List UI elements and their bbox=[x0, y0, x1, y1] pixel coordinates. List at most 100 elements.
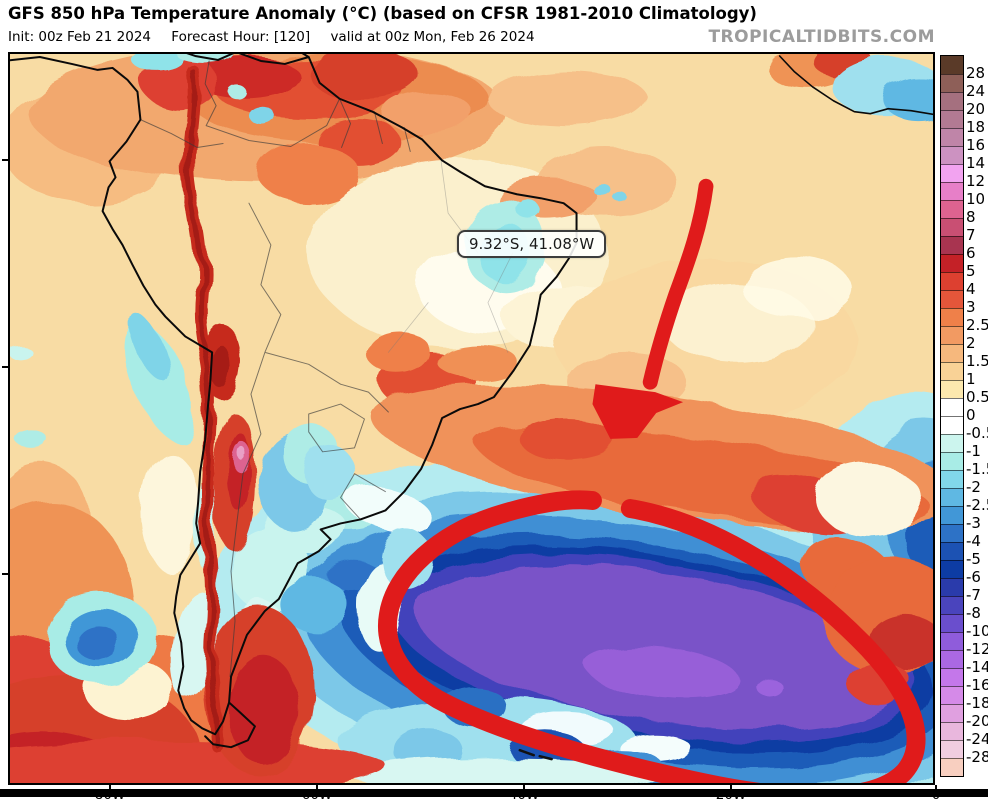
y-axis-tick bbox=[2, 159, 9, 161]
colorbar-segment bbox=[941, 308, 963, 326]
country-borders bbox=[139, 60, 411, 678]
colorbar-segment bbox=[941, 218, 963, 236]
valid-time: valid at 00z Mon, Feb 26 2024 bbox=[330, 29, 535, 45]
colorbar-segment bbox=[941, 722, 963, 740]
x-axis-tick bbox=[523, 785, 525, 790]
falkland-islands bbox=[518, 748, 553, 761]
colorbar-tick-label: 2.5 bbox=[966, 316, 988, 334]
colorbar-tick-label: 8 bbox=[966, 208, 976, 226]
colorbar-tick-label: 10 bbox=[966, 190, 986, 208]
colorbar-tick-label: 20 bbox=[966, 100, 986, 118]
colorbar-tick-label: -24 bbox=[966, 730, 988, 748]
colorbar-segment bbox=[941, 506, 963, 524]
colorbar-segment bbox=[941, 434, 963, 452]
colorbar-segment bbox=[941, 164, 963, 182]
colorbar-segment bbox=[941, 56, 963, 74]
colorbar-tick-label: -7 bbox=[966, 586, 981, 604]
colorbar-tick-label: -5 bbox=[966, 550, 981, 568]
x-axis-tick bbox=[109, 785, 111, 790]
colorbar-segment bbox=[941, 668, 963, 686]
colorbar-tick-label: -12 bbox=[966, 640, 988, 658]
colorbar-tick-label: -8 bbox=[966, 604, 981, 622]
red-ellipse-annotation bbox=[378, 490, 926, 783]
colorbar-tick-label: 12 bbox=[966, 172, 986, 190]
colorbar-segment bbox=[941, 578, 963, 596]
coordinates-tooltip: 9.32°S, 41.08°W bbox=[457, 230, 607, 258]
colorbar-tick-label: 1 bbox=[966, 370, 976, 388]
colorbar-tick-label: 18 bbox=[966, 118, 986, 136]
colorbar-tick-label: 0 bbox=[966, 406, 976, 424]
colorbar: 28242018161412108765432.521.510.50-0.5-1… bbox=[940, 55, 988, 777]
page-title: GFS 850 hPa Temperature Anomaly (°C) (ba… bbox=[8, 4, 757, 23]
colorbar-tick-label: -20 bbox=[966, 712, 988, 730]
colorbar-segment bbox=[941, 758, 963, 776]
colorbar-segment bbox=[941, 92, 963, 110]
colorbar-segment bbox=[941, 632, 963, 650]
red-arrowhead bbox=[592, 384, 684, 439]
colorbar-tick-label: -28 bbox=[966, 748, 988, 766]
africa-coastline bbox=[778, 55, 933, 116]
colorbar-segment bbox=[941, 398, 963, 416]
colorbar-tick-label: 6 bbox=[966, 244, 976, 262]
bottom-black-bar bbox=[0, 789, 988, 797]
forecast-hour: Forecast Hour: [120] bbox=[171, 29, 311, 45]
colorbar-tick-label: 24 bbox=[966, 82, 986, 100]
colorbar-tick-label: -1.5 bbox=[966, 460, 988, 478]
colorbar-tick-label: 14 bbox=[966, 154, 986, 172]
colorbar-segment bbox=[941, 272, 963, 290]
colorbar-segment bbox=[941, 254, 963, 272]
colorbar-tick-label: -0.5 bbox=[966, 424, 988, 442]
colorbar-segment bbox=[941, 110, 963, 128]
colorbar-segment bbox=[941, 380, 963, 398]
colorbar-segment bbox=[941, 290, 963, 308]
colorbar-segment bbox=[941, 542, 963, 560]
colorbar-segment bbox=[941, 146, 963, 164]
x-axis-tick bbox=[935, 785, 937, 790]
colorbar-tick-label: 16 bbox=[966, 136, 986, 154]
colorbar-tick-label: 28 bbox=[966, 64, 986, 82]
colorbar-segment bbox=[941, 704, 963, 722]
colorbar-segment bbox=[941, 488, 963, 506]
colorbar-tick-label: -16 bbox=[966, 676, 988, 694]
colorbar-tick-label: 0.5 bbox=[966, 388, 988, 406]
init-time: Init: 00z Feb 21 2024 bbox=[8, 29, 151, 45]
x-axis-tick bbox=[316, 785, 318, 790]
colorbar-segment bbox=[941, 650, 963, 668]
coastlines bbox=[10, 54, 933, 761]
colorbar-segment bbox=[941, 686, 963, 704]
colorbar-tick-label: -2.5 bbox=[966, 496, 988, 514]
colorbar-segment bbox=[941, 200, 963, 218]
colorbar-segment bbox=[941, 182, 963, 200]
colorbar-labels: 28242018161412108765432.521.510.50-0.5-1… bbox=[966, 55, 988, 775]
colorbar-tick-label: -4 bbox=[966, 532, 981, 550]
colorbar-tick-label: -18 bbox=[966, 694, 988, 712]
colorbar-tick-label: -14 bbox=[966, 658, 988, 676]
colorbar-segment bbox=[941, 560, 963, 578]
colorbar-segment bbox=[941, 416, 963, 434]
y-axis-tick bbox=[2, 573, 9, 575]
colorbar-segment bbox=[941, 596, 963, 614]
colorbar-tick-label: 4 bbox=[966, 280, 976, 298]
colorbar-segment bbox=[941, 128, 963, 146]
colorbar-segment bbox=[941, 344, 963, 362]
colorbar-tick-label: 7 bbox=[966, 226, 976, 244]
colorbar-bar bbox=[940, 55, 964, 777]
colorbar-segment bbox=[941, 524, 963, 542]
south-america-coastline bbox=[10, 54, 578, 749]
colorbar-segment bbox=[941, 362, 963, 380]
watermark: TROPICALTIDBITS.COM bbox=[708, 27, 935, 47]
colorbar-tick-label: -2 bbox=[966, 478, 981, 496]
map-frame[interactable]: 9.32°S, 41.08°W bbox=[8, 52, 935, 785]
colorbar-tick-label: -1 bbox=[966, 442, 981, 460]
colorbar-tick-label: 3 bbox=[966, 298, 976, 316]
map-canvas[interactable] bbox=[10, 54, 933, 783]
colorbar-segment bbox=[941, 614, 963, 632]
y-axis-tick bbox=[2, 366, 9, 368]
colorbar-segment bbox=[941, 470, 963, 488]
colorbar-segment bbox=[941, 326, 963, 344]
colorbar-tick-label: -3 bbox=[966, 514, 981, 532]
colorbar-segment bbox=[941, 452, 963, 470]
colorbar-segment bbox=[941, 74, 963, 92]
colorbar-tick-label: 1.5 bbox=[966, 352, 988, 370]
